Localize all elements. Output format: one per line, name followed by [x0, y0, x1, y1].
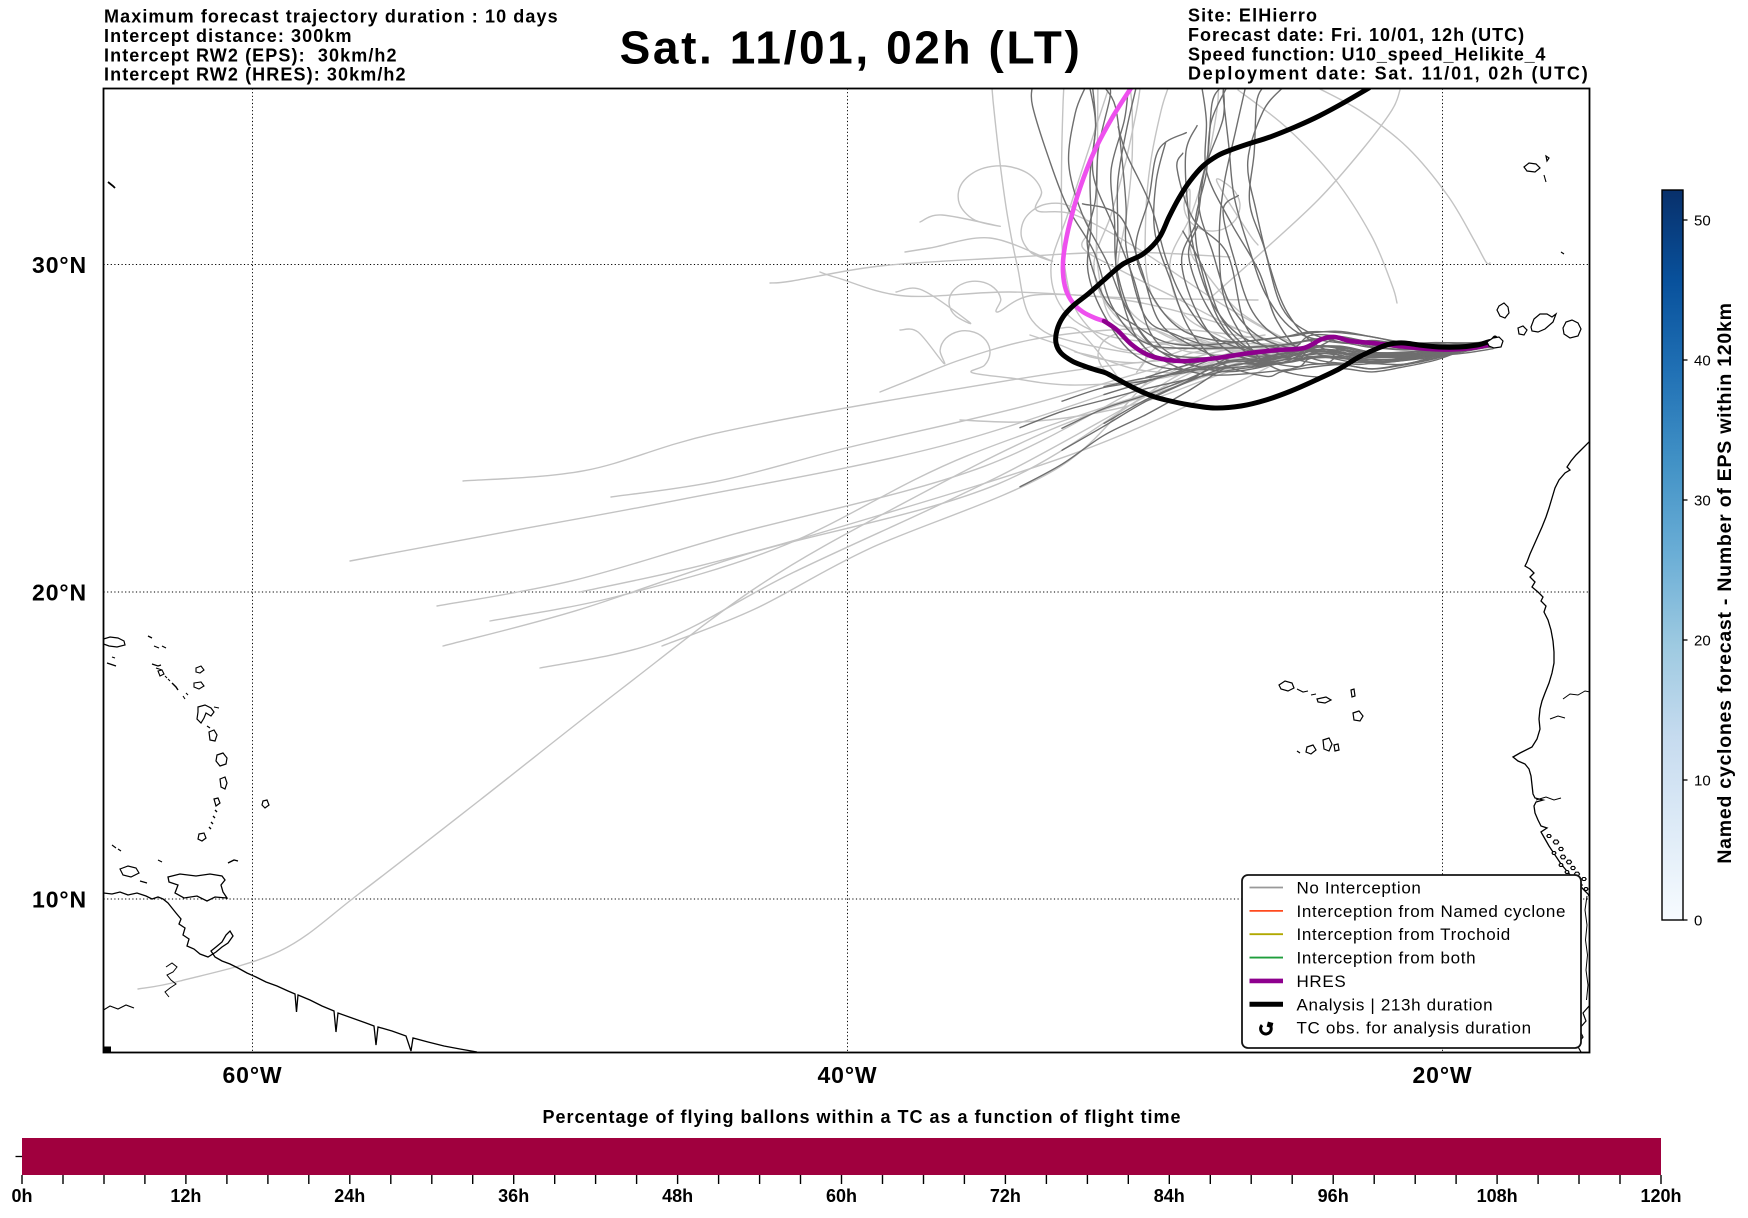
svg-text:Interception from Trochoid: Interception from Trochoid	[1297, 925, 1511, 944]
svg-text:0: 0	[1694, 912, 1702, 929]
svg-text:40: 40	[1694, 352, 1711, 369]
svg-text:TC obs. for analysis duration: TC obs. for analysis duration	[1297, 1019, 1532, 1038]
svg-text:50: 50	[1694, 212, 1711, 229]
svg-text:72h: 72h	[990, 1186, 1021, 1206]
svg-text:24h: 24h	[334, 1186, 365, 1206]
svg-text:Speed function: U10_speed_Heli: Speed function: U10_speed_Helikite_4	[1188, 44, 1546, 64]
svg-text:Analysis | 213h duration: Analysis | 213h duration	[1297, 995, 1494, 1014]
svg-text:36h: 36h	[498, 1186, 529, 1206]
svg-text:20°N: 20°N	[32, 580, 87, 606]
svg-text:Intercept RW2 (HRES): 30km/h2: Intercept RW2 (HRES): 30km/h2	[104, 65, 407, 85]
svg-text:10: 10	[1694, 772, 1711, 789]
svg-text:48h: 48h	[662, 1186, 693, 1206]
svg-text:Named cyclones forecast - Numb: Named cyclones forecast - Number of EPS …	[1714, 302, 1736, 863]
svg-text:60h: 60h	[826, 1186, 857, 1206]
svg-text:40°W: 40°W	[817, 1062, 877, 1088]
svg-text:Maximum forecast trajectory du: Maximum forecast trajectory duration : 1…	[104, 7, 559, 27]
svg-text:No Interception: No Interception	[1297, 879, 1422, 898]
svg-text:12h: 12h	[170, 1186, 201, 1206]
svg-text:120h: 120h	[1640, 1186, 1681, 1206]
svg-text:Percentage of flying ballons w: Percentage of flying ballons within a TC…	[542, 1107, 1181, 1127]
svg-text:Deployment date: Sat. 11/01, 0: Deployment date: Sat. 11/01, 02h (UTC)	[1188, 64, 1590, 84]
svg-text:10°N: 10°N	[32, 887, 87, 913]
svg-text:0h: 0h	[11, 1186, 32, 1206]
svg-text:Interception from both: Interception from both	[1297, 949, 1477, 968]
svg-text:HRES: HRES	[1297, 972, 1347, 991]
svg-text:20: 20	[1694, 632, 1711, 649]
svg-text:Intercept distance: 300km: Intercept distance: 300km	[104, 26, 353, 46]
svg-text:Sat. 11/01, 02h (LT): Sat. 11/01, 02h (LT)	[620, 22, 1083, 74]
svg-text:Forecast date: Fri. 10/01, 12h: Forecast date: Fri. 10/01, 12h (UTC)	[1188, 25, 1525, 45]
svg-text:Site: ElHierro: Site: ElHierro	[1188, 6, 1318, 26]
svg-text:20°W: 20°W	[1412, 1062, 1472, 1088]
svg-text:30: 30	[1694, 492, 1711, 509]
svg-text:30°N: 30°N	[32, 252, 87, 278]
svg-text:60°W: 60°W	[222, 1062, 282, 1088]
svg-text:Interception from Named cyclon: Interception from Named cyclone	[1297, 902, 1567, 921]
svg-text:96h: 96h	[1318, 1186, 1349, 1206]
svg-text:84h: 84h	[1154, 1186, 1185, 1206]
svg-text:Intercept RW2 (EPS): 30km/h2: Intercept RW2 (EPS): 30km/h2	[104, 45, 398, 65]
svg-text:108h: 108h	[1477, 1186, 1518, 1206]
